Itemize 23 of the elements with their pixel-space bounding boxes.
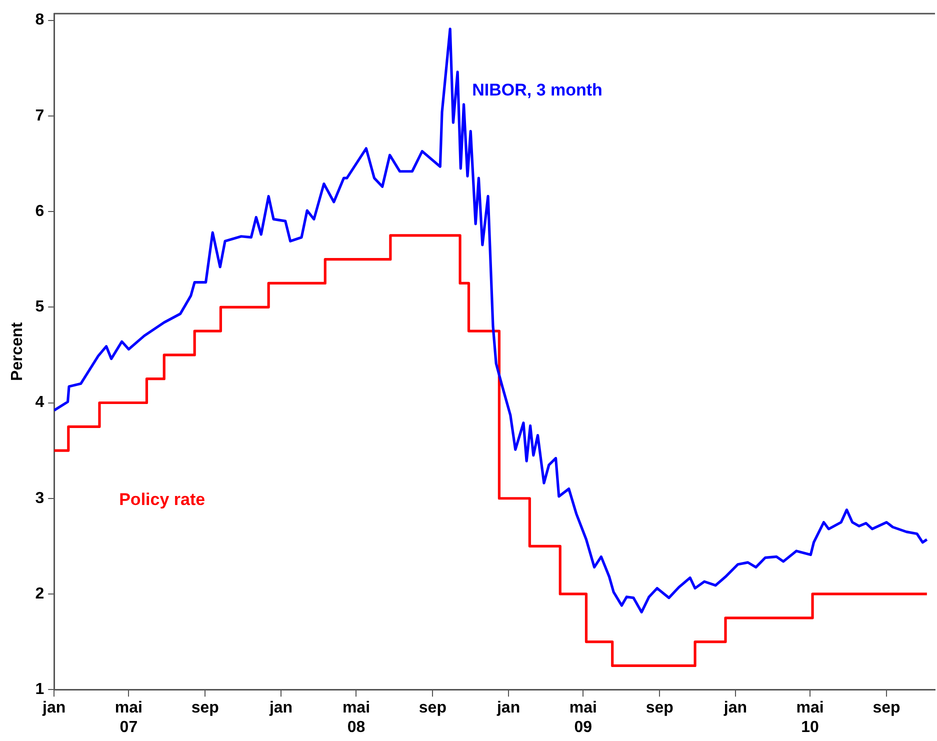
x-tick-label: sep <box>646 700 674 717</box>
x-tick-label: sep <box>418 700 447 717</box>
series-label: NIBOR, 3 month <box>472 80 602 100</box>
x-tick-label: mai 09 <box>569 700 597 736</box>
x-tick-label: jan <box>42 700 66 717</box>
x-tick-label: jan <box>496 700 520 717</box>
y-tick-label: 3 <box>35 490 44 507</box>
y-tick-label: 2 <box>35 585 44 602</box>
x-tick-label: mai 08 <box>342 700 370 736</box>
x-tick-label: mai 10 <box>796 700 824 736</box>
text: Policy rate <box>119 490 206 510</box>
y-tick-label: 8 <box>35 12 44 29</box>
y-tick-label: 4 <box>35 394 44 412</box>
x-tick-label: sep <box>191 700 220 717</box>
y-tick-label: 1 <box>35 681 44 698</box>
x-tick-label: mai 07 <box>114 700 142 736</box>
y-tick-label: 5 <box>35 298 44 316</box>
x-tick-label: sep <box>872 700 901 717</box>
y-axis-title: Percent <box>9 322 26 381</box>
y-tick-label: 7 <box>35 107 44 124</box>
x-tick-label: jan <box>722 700 748 717</box>
y-tick-label: 6 <box>35 202 44 220</box>
x-tick-label: jan <box>268 700 293 717</box>
